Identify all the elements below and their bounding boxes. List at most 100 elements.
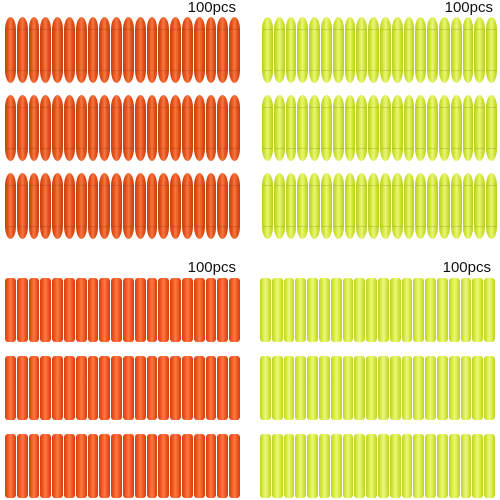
dart xyxy=(158,17,170,83)
dart xyxy=(309,173,320,239)
dart-row xyxy=(5,278,240,342)
dart xyxy=(486,173,497,239)
dart xyxy=(307,278,318,342)
dart xyxy=(354,434,366,498)
dart xyxy=(330,278,342,342)
dart-row xyxy=(262,95,497,161)
dart xyxy=(368,95,379,161)
dart xyxy=(401,278,413,342)
dart xyxy=(111,173,122,239)
dart xyxy=(448,434,460,498)
count-label: 100pcs xyxy=(442,259,491,276)
dart xyxy=(474,173,486,239)
dart xyxy=(87,17,99,83)
dart xyxy=(205,95,217,161)
dart xyxy=(52,434,63,498)
dart xyxy=(99,434,111,498)
dart xyxy=(368,173,379,239)
dart xyxy=(170,356,181,420)
dart xyxy=(16,278,28,342)
dart xyxy=(427,17,438,83)
dart xyxy=(5,278,16,342)
dart xyxy=(205,173,217,239)
dart xyxy=(134,278,146,342)
dart xyxy=(111,95,122,161)
dart xyxy=(40,356,52,420)
dart xyxy=(229,95,240,161)
dart xyxy=(318,278,330,342)
dart-row xyxy=(260,434,495,498)
dart xyxy=(146,95,158,161)
dart xyxy=(391,17,403,83)
dart xyxy=(448,278,460,342)
dart-row xyxy=(5,173,240,239)
dart xyxy=(75,173,87,239)
dart xyxy=(273,173,285,239)
dart xyxy=(99,278,111,342)
dart xyxy=(472,278,484,342)
dart xyxy=(271,434,283,498)
dart xyxy=(307,434,318,498)
dart xyxy=(295,278,307,342)
dart xyxy=(297,95,309,161)
dart xyxy=(354,278,366,342)
dart xyxy=(436,434,448,498)
dart xyxy=(75,434,87,498)
dart-rows xyxy=(262,17,497,251)
dart xyxy=(134,173,146,239)
dart xyxy=(205,434,217,498)
dart xyxy=(170,173,181,239)
dart xyxy=(484,278,495,342)
dart xyxy=(99,356,111,420)
dart xyxy=(379,173,391,239)
dart xyxy=(122,95,134,161)
dart xyxy=(401,434,413,498)
dart xyxy=(283,278,295,342)
dart xyxy=(75,17,87,83)
dart xyxy=(170,95,181,161)
dart xyxy=(193,356,205,420)
dart xyxy=(111,278,122,342)
dart xyxy=(217,173,229,239)
dart xyxy=(318,434,330,498)
dart xyxy=(122,356,134,420)
dart xyxy=(438,173,450,239)
dart xyxy=(229,434,240,498)
dart xyxy=(40,173,52,239)
dart xyxy=(297,173,309,239)
dart xyxy=(87,173,99,239)
dart xyxy=(297,17,309,83)
dart xyxy=(217,356,229,420)
dart xyxy=(181,17,193,83)
dart xyxy=(146,356,158,420)
dart-rows xyxy=(260,278,495,500)
dart xyxy=(40,95,52,161)
dart xyxy=(170,434,181,498)
dart-row xyxy=(262,173,497,239)
dart xyxy=(462,17,474,83)
dart xyxy=(403,17,415,83)
dart xyxy=(438,95,450,161)
dart xyxy=(484,434,495,498)
dart xyxy=(5,356,16,420)
dart xyxy=(87,95,99,161)
dart xyxy=(379,95,391,161)
dart xyxy=(379,17,391,83)
dart xyxy=(99,17,111,83)
dart xyxy=(40,278,52,342)
dart xyxy=(401,356,413,420)
dart xyxy=(425,434,436,498)
dart xyxy=(193,95,205,161)
dart xyxy=(285,173,297,239)
dart xyxy=(344,95,356,161)
dart xyxy=(415,17,427,83)
dart xyxy=(52,356,63,420)
dart xyxy=(262,95,273,161)
dart xyxy=(16,17,28,83)
dart xyxy=(450,95,462,161)
dart xyxy=(285,17,297,83)
dart xyxy=(309,17,320,83)
dart xyxy=(403,95,415,161)
dart-row xyxy=(5,17,240,83)
dart xyxy=(63,356,75,420)
